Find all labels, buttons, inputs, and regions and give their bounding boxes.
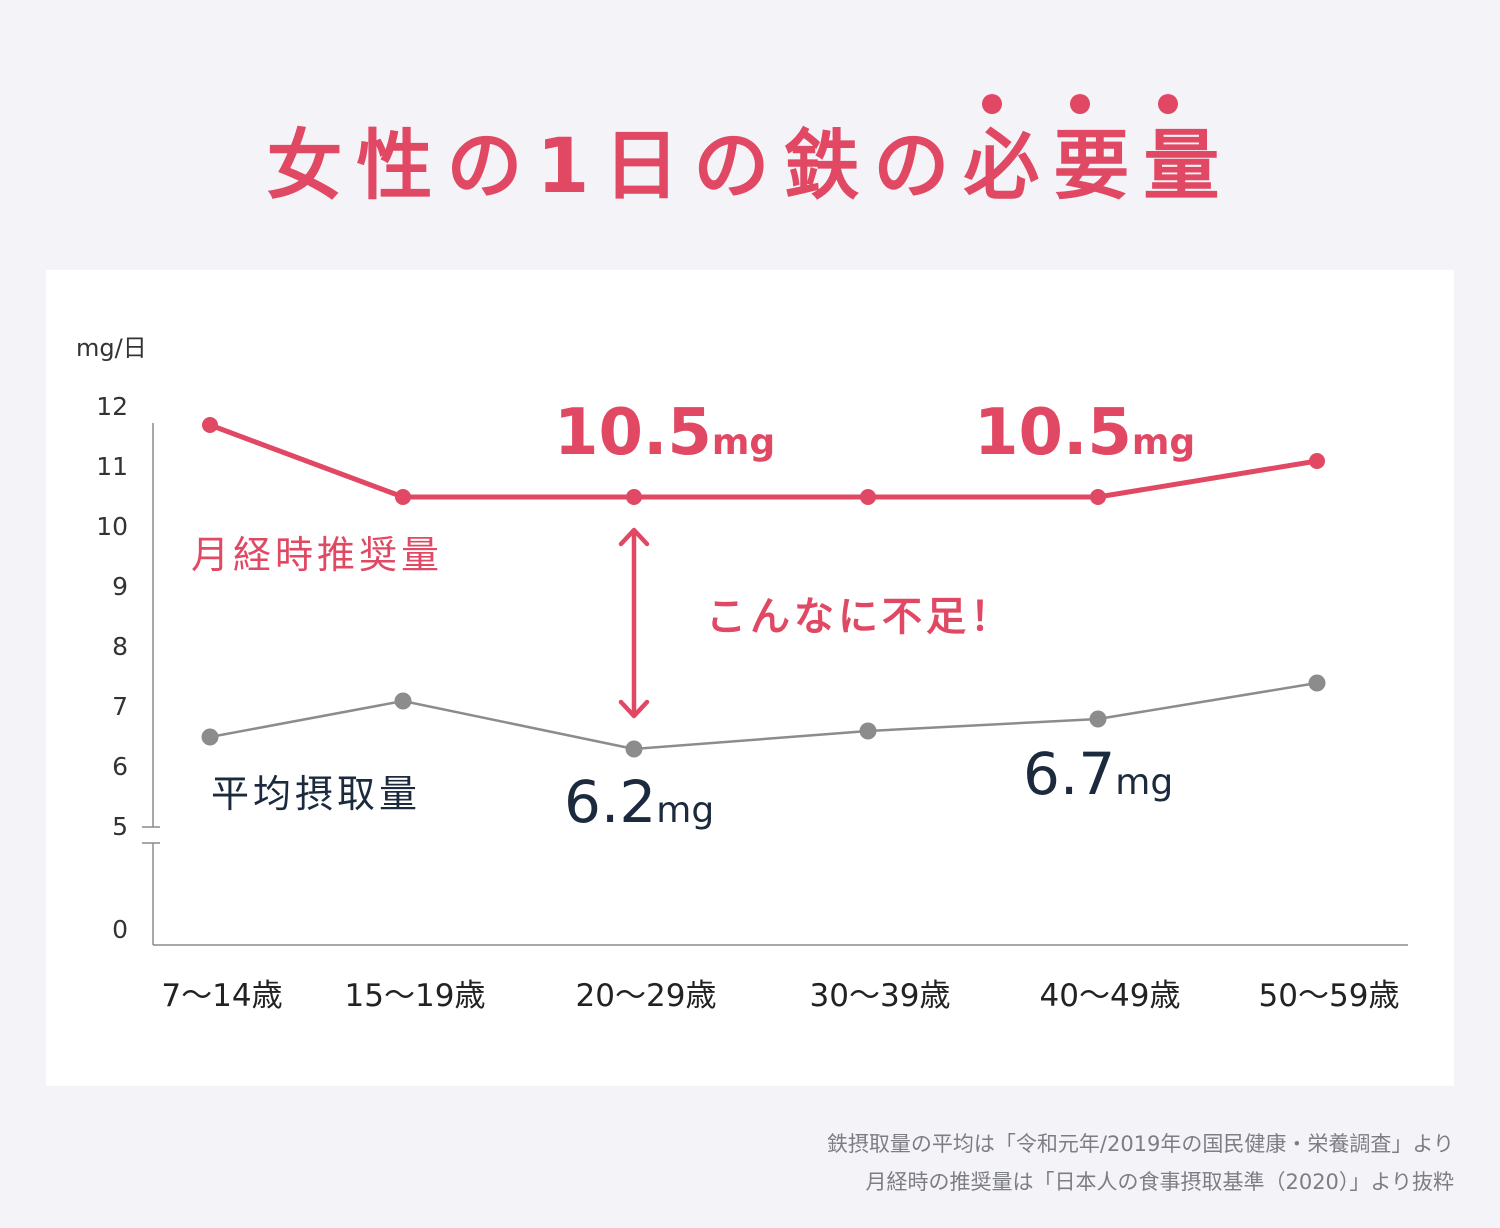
line-chart: mg/日 12 11 10 9 8 7 6 5 0 7〜14歳 15〜19歳 20〜29歳 30〜39歳 4… [76,334,1408,1014]
data-point-average [859,722,877,740]
series-label-average: 平均摂取量 [211,772,421,816]
data-point-average [1308,674,1326,692]
y-tick-label: 8 [112,632,128,661]
x-tick-label: 30〜39歳 [810,978,951,1014]
gap-arrow-head-up [618,527,650,547]
emphasis-dots [0,94,1500,114]
y-tick-label: 12 [96,392,128,421]
y-tick-label: 11 [96,452,128,481]
data-point-recommended [395,489,411,505]
value-label-recommended: 10.5mg [554,396,775,470]
x-tick-label: 50〜59歳 [1259,978,1400,1014]
x-tick-label: 15〜19歳 [345,978,486,1014]
y-tick-label: 5 [112,812,128,841]
x-tick-label: 7〜14歳 [161,978,282,1014]
data-point-recommended [860,489,876,505]
page-title: 女性の1日の鉄の必要量 [266,121,1234,210]
shortage-callout: こんなに不足！ [706,594,1014,640]
x-tick-label: 40〜49歳 [1040,978,1181,1014]
y-axis-label: mg/日 [76,334,147,362]
value-label-average: 6.7mg [1023,740,1173,808]
y-tick-label: 9 [112,572,128,601]
series-line-recommended [209,422,1318,500]
y-tick-label: 0 [112,915,128,944]
data-point-average [1089,710,1107,728]
series-line-average [209,681,1318,751]
data-point-average [201,728,219,746]
source-note-recommended: 月経時の推奨量は「日本人の食事摂取基準（2020）」より抜粋 [865,1170,1454,1194]
series-label-recommended: 月経時推奨量 [191,533,443,577]
data-point-average [625,740,643,758]
data-point-average [394,692,412,710]
emphasis-dot [1070,94,1090,114]
gap-arrow-head-down [618,699,650,719]
source-note-intake: 鉄摂取量の平均は「令和元年/2019年の国民健康・栄養調査」より [826,1132,1454,1156]
emphasis-dot [982,94,1002,114]
y-tick-label: 10 [96,512,128,541]
x-tick-label: 20〜29歳 [576,978,717,1014]
emphasis-dot [1158,94,1178,114]
value-label-average: 6.2mg [564,768,714,836]
data-point-recommended [202,417,218,433]
value-label-recommended: 10.5mg [974,396,1195,470]
y-tick-label: 6 [112,752,128,781]
data-point-recommended [626,489,642,505]
chart-panel: mg/日 12 11 10 9 8 7 6 5 0 7〜14歳 15〜19歳 20〜29歳 30〜39歳 4… [46,270,1454,1086]
y-tick-label: 7 [112,692,128,721]
data-point-recommended [1090,489,1106,505]
data-point-recommended [1309,453,1325,469]
